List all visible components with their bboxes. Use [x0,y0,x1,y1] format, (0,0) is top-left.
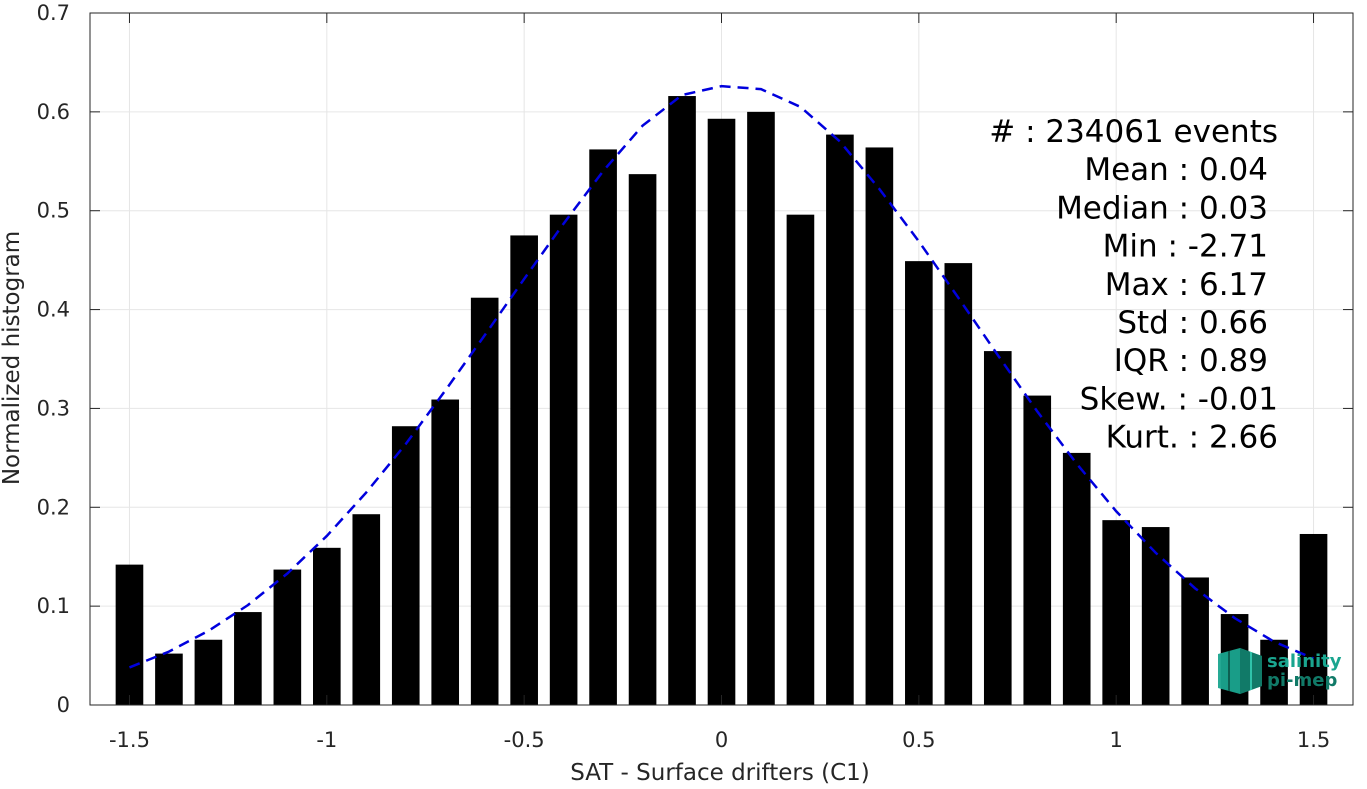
stat-line: Max : 6.17 [1105,267,1268,303]
stat-line: Kurt. : 2.66 [1106,420,1278,456]
y-tick-label: 0.5 [37,199,70,223]
x-tick-label: 0.5 [902,728,935,752]
histogram-bar [155,653,183,705]
histogram-bar [510,235,538,705]
x-tick-label: 1.5 [1297,728,1330,752]
histogram-bar [352,514,381,705]
y-tick-label: 0.6 [37,100,70,124]
bars-layer [115,96,1328,706]
histogram-bar [865,147,894,705]
stat-line: Skew. : -0.01 [1080,381,1278,417]
histogram-bar [470,297,499,705]
logo-icon [1218,648,1262,694]
y-tick-label: 0.4 [37,298,70,322]
histogram-bar [1299,533,1328,705]
histogram-bar [1260,639,1288,705]
histogram-bar [1181,577,1209,705]
y-tick-label: 0.2 [37,495,70,519]
x-tick-label: 1 [1110,728,1123,752]
y-tick-label: 0.3 [37,396,70,420]
histogram-bar [313,547,341,705]
histogram-bar [273,569,302,705]
histogram-bar [1062,452,1091,705]
x-tick-label: 0 [715,728,728,752]
x-axis-label: SAT - Surface drifters (C1) [570,760,870,785]
histogram-bar [1141,527,1170,705]
histogram-bar [944,263,973,705]
histogram-bar [1102,520,1130,705]
histogram-bar [1023,395,1052,705]
y-tick-label: 0 [57,693,70,717]
histogram-bar [234,612,262,705]
histogram-bar [905,261,933,705]
histogram-bar [194,639,223,705]
stat-line: Std : 0.66 [1117,305,1268,341]
y-tick-label: 0.7 [37,1,70,25]
logo-text-line2: pi-mep [1267,670,1337,691]
stat-line: Median : 0.03 [1056,190,1268,226]
histogram-bar [628,174,657,705]
x-tick-label: -1.5 [109,728,150,752]
fit-curve-line [129,84,1315,669]
x-tick-label: -1 [316,728,337,752]
y-axis-label: Normalized histogram [0,231,25,485]
fit-curve-layer [129,84,1315,669]
salinity-pimep-logo: salinity pi-mep [1218,648,1342,694]
histogram-bar [391,426,420,705]
histogram-bar [589,149,617,706]
histogram-bar [786,214,815,706]
histogram-bar [983,351,1012,705]
histogram-bar [115,564,144,705]
logo-text-line1: salinity [1267,651,1342,672]
histogram-bar [747,111,775,706]
histogram-bar [668,96,696,706]
x-tick-label: -0.5 [504,728,545,752]
stat-line: Min : -2.71 [1103,229,1268,265]
histogram-bar [431,399,460,705]
stat-line: IQR : 0.89 [1114,343,1268,379]
histogram-bar [826,134,854,706]
stat-line: Mean : 0.04 [1084,152,1268,188]
ticks-layer: -1.5 -1 -0.5 0 0.5 1 1.5 0 0.1 0.2 0.3 0.4 0.5 0.6 0.7 [37,1,1353,752]
histogram-bar [707,118,736,705]
histogram-bar [549,214,578,706]
stat-line: # : 234061 events [989,114,1278,150]
y-tick-label: 0.1 [37,594,70,618]
